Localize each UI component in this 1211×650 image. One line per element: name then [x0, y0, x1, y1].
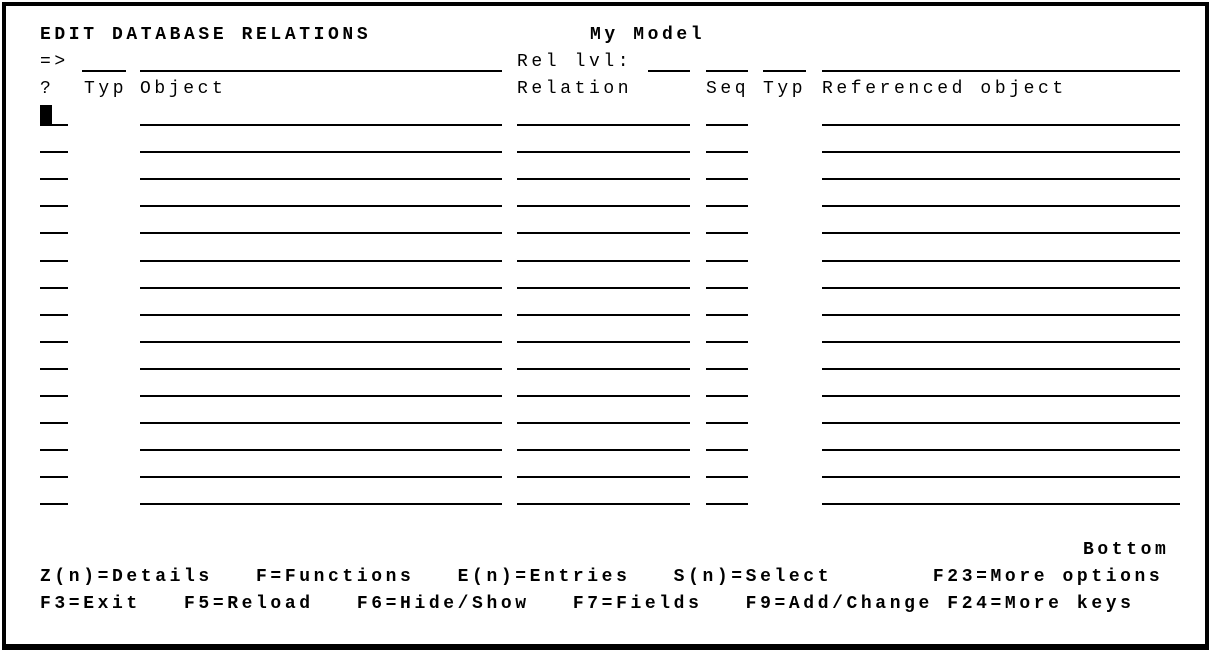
- row-seq-field[interactable]: [706, 232, 748, 235]
- filter-ref-typ-field[interactable]: [763, 70, 806, 72]
- row-relation-field[interactable]: [517, 232, 690, 235]
- row-referenced-object-field[interactable]: [822, 205, 1180, 208]
- column-header-relation: Relation: [517, 78, 633, 100]
- row-referenced-object-field[interactable]: [822, 313, 1180, 316]
- row-object-field[interactable]: [140, 124, 502, 126]
- row-object-field[interactable]: [140, 449, 502, 452]
- row-referenced-object-field[interactable]: [822, 395, 1180, 397]
- row-option-field[interactable]: [40, 313, 68, 316]
- row-seq-field[interactable]: [706, 205, 748, 208]
- row-seq-field[interactable]: [706, 503, 748, 506]
- row-option-field[interactable]: [40, 503, 68, 506]
- filter-object-field[interactable]: [140, 70, 502, 72]
- column-header-referenced-object: Referenced object: [822, 78, 1067, 100]
- rel-level-label: Rel lvl:: [517, 51, 633, 73]
- column-header-option: ?: [40, 78, 55, 100]
- row-object-field[interactable]: [140, 340, 502, 343]
- list-position-indicator: Bottom: [1083, 539, 1170, 561]
- row-object-field[interactable]: [140, 367, 502, 370]
- row-referenced-object-field[interactable]: [822, 367, 1180, 370]
- row-relation-field[interactable]: [517, 395, 690, 397]
- row-relation-field[interactable]: [517, 503, 690, 506]
- command-prompt-arrow: =>: [40, 51, 69, 73]
- row-referenced-object-field[interactable]: [822, 232, 1180, 235]
- row-option-field[interactable]: [40, 232, 68, 235]
- row-relation-field[interactable]: [517, 151, 690, 154]
- row-object-field[interactable]: [140, 313, 502, 316]
- row-referenced-object-field[interactable]: [822, 151, 1180, 154]
- column-header-typ: Typ: [84, 78, 128, 100]
- row-option-field[interactable]: [40, 151, 68, 154]
- row-referenced-object-field[interactable]: [822, 259, 1180, 262]
- row-option-field[interactable]: [40, 124, 68, 126]
- row-seq-field[interactable]: [706, 259, 748, 262]
- row-object-field[interactable]: [140, 178, 502, 181]
- rel-level-field[interactable]: [648, 70, 690, 72]
- screen-title: EDIT DATABASE RELATIONS: [40, 24, 372, 46]
- row-object-field[interactable]: [140, 205, 502, 208]
- row-referenced-object-field[interactable]: [822, 340, 1180, 343]
- filter-referenced-object-field[interactable]: [822, 70, 1180, 72]
- row-seq-field[interactable]: [706, 476, 748, 479]
- row-relation-field[interactable]: [517, 422, 690, 425]
- row-option-field[interactable]: [40, 178, 68, 181]
- row-seq-field[interactable]: [706, 422, 748, 425]
- row-option-field[interactable]: [40, 449, 68, 452]
- row-seq-field[interactable]: [706, 449, 748, 452]
- row-object-field[interactable]: [140, 259, 502, 262]
- row-seq-field[interactable]: [706, 340, 748, 343]
- row-referenced-object-field[interactable]: [822, 286, 1180, 289]
- row-seq-field[interactable]: [706, 151, 748, 154]
- row-seq-field[interactable]: [706, 286, 748, 289]
- row-relation-field[interactable]: [517, 367, 690, 370]
- row-option-field[interactable]: [40, 205, 68, 208]
- row-option-field[interactable]: [40, 259, 68, 262]
- row-option-field[interactable]: [40, 340, 68, 343]
- row-object-field[interactable]: [140, 422, 502, 425]
- row-option-field[interactable]: [40, 422, 68, 425]
- row-referenced-object-field[interactable]: [822, 124, 1180, 126]
- row-relation-field[interactable]: [517, 476, 690, 479]
- row-referenced-object-field[interactable]: [822, 449, 1180, 452]
- row-object-field[interactable]: [140, 151, 502, 154]
- row-seq-field[interactable]: [706, 395, 748, 397]
- row-seq-field[interactable]: [706, 367, 748, 370]
- row-relation-field[interactable]: [517, 259, 690, 262]
- row-option-field[interactable]: [40, 476, 68, 479]
- footer-options-line: Z(n)=Details F=Functions E(n)=Entries S(…: [40, 566, 1164, 588]
- row-referenced-object-field[interactable]: [822, 503, 1180, 506]
- row-relation-field[interactable]: [517, 340, 690, 343]
- row-option-field[interactable]: [40, 395, 68, 397]
- row-seq-field[interactable]: [706, 124, 748, 126]
- column-header-object: Object: [140, 78, 227, 100]
- footer-function-keys-line: F3=Exit F5=Reload F6=Hide/Show F7=Fields…: [40, 593, 1135, 615]
- row-referenced-object-field[interactable]: [822, 476, 1180, 479]
- row-seq-field[interactable]: [706, 313, 748, 316]
- row-option-field[interactable]: [40, 367, 68, 370]
- row-relation-field[interactable]: [517, 313, 690, 316]
- row-object-field[interactable]: [140, 232, 502, 235]
- row-referenced-object-field[interactable]: [822, 422, 1180, 425]
- text-cursor: [40, 105, 52, 125]
- row-relation-field[interactable]: [517, 124, 690, 126]
- row-object-field[interactable]: [140, 395, 502, 397]
- filter-typ-field[interactable]: [82, 70, 126, 72]
- row-object-field[interactable]: [140, 503, 502, 506]
- row-object-field[interactable]: [140, 476, 502, 479]
- column-header-ref-typ: Typ: [763, 78, 807, 100]
- row-relation-field[interactable]: [517, 178, 690, 181]
- model-name: My Model: [590, 24, 706, 46]
- row-relation-field[interactable]: [517, 449, 690, 452]
- row-object-field[interactable]: [140, 286, 502, 289]
- row-option-field[interactable]: [40, 286, 68, 289]
- column-header-seq: Seq: [706, 78, 750, 100]
- row-relation-field[interactable]: [517, 286, 690, 289]
- row-seq-field[interactable]: [706, 178, 748, 181]
- filter-seq-field[interactable]: [706, 70, 748, 72]
- row-relation-field[interactable]: [517, 205, 690, 208]
- row-referenced-object-field[interactable]: [822, 178, 1180, 181]
